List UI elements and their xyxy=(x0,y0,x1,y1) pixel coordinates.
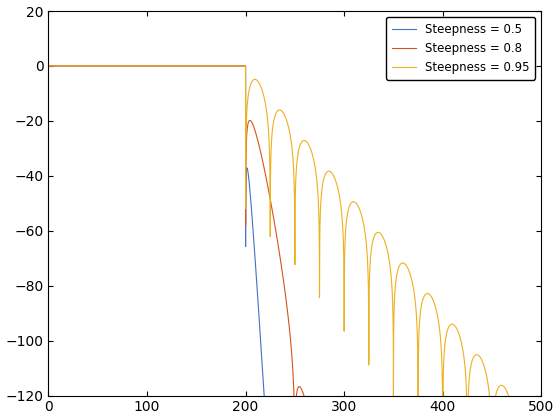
Steepness = 0.8 xyxy=(45,63,52,68)
Steepness = 0.5 xyxy=(66,63,72,68)
Steepness = 0.95 xyxy=(45,63,52,68)
Steepness = 0.95 xyxy=(142,63,148,68)
Steepness = 0.5 xyxy=(45,63,52,68)
Steepness = 0.95 xyxy=(286,128,293,133)
Line: Steepness = 0.95: Steepness = 0.95 xyxy=(48,66,542,420)
Steepness = 0.95 xyxy=(74,63,81,68)
Legend: Steepness = 0.5, Steepness = 0.8, Steepness = 0.95: Steepness = 0.5, Steepness = 0.8, Steepn… xyxy=(386,17,535,79)
Steepness = 0.8 xyxy=(286,326,293,331)
Steepness = 0.5 xyxy=(47,63,54,68)
Steepness = 0.8 xyxy=(47,63,54,68)
Steepness = 0.5 xyxy=(74,63,81,68)
Line: Steepness = 0.8: Steepness = 0.8 xyxy=(48,66,542,420)
Steepness = 0.95 xyxy=(66,63,72,68)
Steepness = 0.8 xyxy=(66,63,72,68)
Steepness = 0.8 xyxy=(74,63,81,68)
Steepness = 0.95 xyxy=(47,63,54,68)
Line: Steepness = 0.5: Steepness = 0.5 xyxy=(48,66,542,420)
Steepness = 0.8 xyxy=(142,63,148,68)
Steepness = 0.5 xyxy=(142,63,148,68)
